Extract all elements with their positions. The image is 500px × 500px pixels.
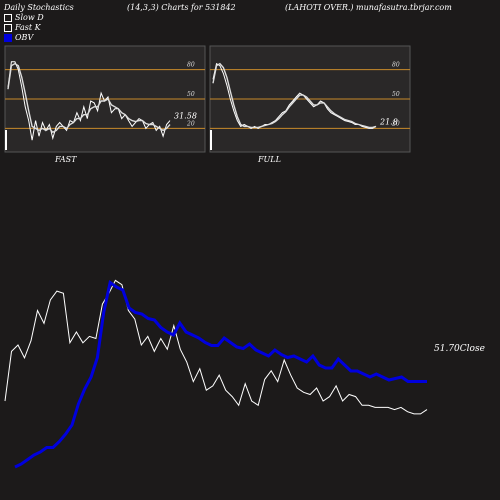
legend-item-obv: OBV	[4, 33, 33, 42]
panel-title: FAST	[54, 155, 77, 164]
level-label: 20	[391, 120, 400, 127]
full-stochastic-panel: 20 50 80 21.8 FULL	[209, 45, 411, 164]
last-value-label: 21.8	[379, 117, 398, 126]
legend-swatch	[4, 23, 12, 32]
obv-line	[14, 279, 427, 469]
slow-d-line	[212, 62, 377, 129]
start-marker	[210, 130, 212, 150]
legend-item-fast-k: Fast K	[4, 23, 41, 32]
legend-label: Slow D	[15, 13, 44, 22]
price-line	[4, 279, 428, 415]
legend-swatch	[4, 13, 12, 22]
legend-swatch	[4, 33, 12, 42]
legend-label: OBV	[15, 33, 34, 42]
slow-d-line	[7, 62, 171, 134]
legend-item-slow-d: Slow D	[4, 13, 44, 22]
level-label: 50	[187, 91, 195, 98]
chart-params: (14,3,3) Charts for 531842	[127, 3, 236, 12]
company-name: (LAHOTI OVER.) munafasutra.tbrjar.com	[285, 3, 452, 12]
level-label: 80	[392, 62, 400, 69]
price-obv-panel: 51.70Close	[4, 279, 485, 469]
level-label: 50	[392, 91, 400, 98]
legend-label: Fast K	[15, 23, 41, 32]
level-label: 80	[187, 62, 195, 69]
chart-title: Daily Stochastics	[4, 3, 74, 12]
last-value-label: 31.58	[174, 112, 197, 121]
fast-k-line	[212, 62, 377, 129]
close-price-label: 51.70Close	[434, 344, 485, 354]
panel-title: FULL	[257, 155, 281, 164]
fast-stochastic-panel: 20 50 80 31.58 FAST	[4, 45, 206, 164]
start-marker	[5, 130, 7, 150]
level-label: 20	[186, 120, 195, 127]
